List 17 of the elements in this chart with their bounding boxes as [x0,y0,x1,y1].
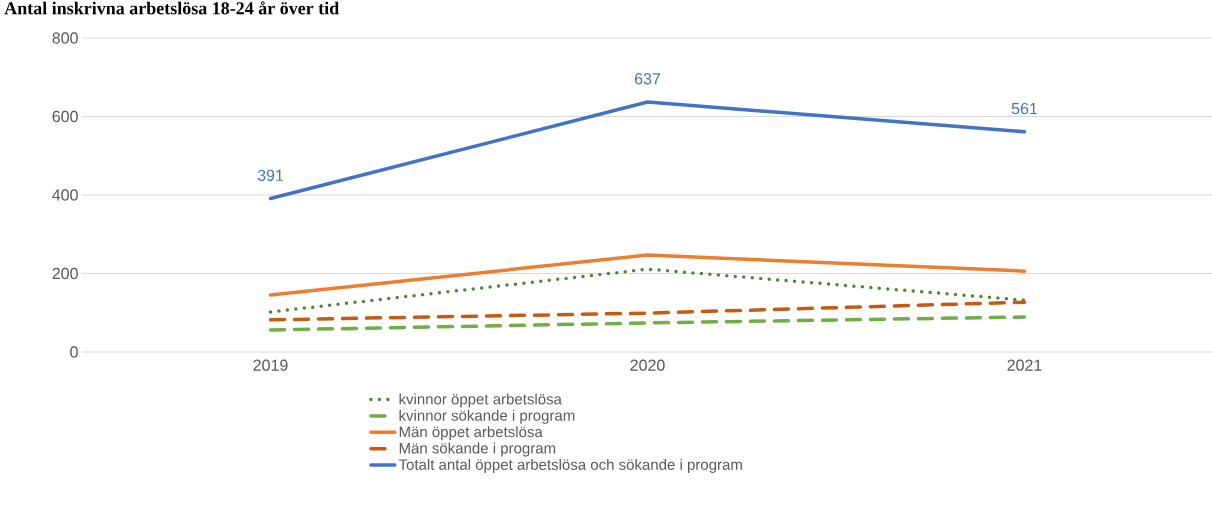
data-label: 561 [1011,102,1038,115]
legend-label: Män öppet arbetslösa [399,426,543,441]
y-tick-label: 200 [52,267,78,280]
legend-label: kvinnor öppet arbetslösa [399,393,562,408]
data-label: 637 [634,73,661,85]
y-tick-label: 0 [70,346,78,358]
legend-label: Män sökande i program [399,442,556,457]
x-tick-label: 2020 [630,359,665,371]
chart-title: Antal inskrivna arbetslösa 18-24 år över tid [4,1,340,15]
data-label: 391 [257,169,284,181]
legend-label: Totalt antal öppet arbetslösa och sökande i program [398,458,742,473]
y-tick-label: 600 [52,110,78,123]
y-tick-label: 400 [52,189,78,201]
x-tick-label: 2021 [1007,359,1042,371]
legend-label: kvinnor sökande i program [399,409,575,424]
x-tick-label: 2019 [253,359,288,371]
y-tick-label: 800 [52,32,78,44]
